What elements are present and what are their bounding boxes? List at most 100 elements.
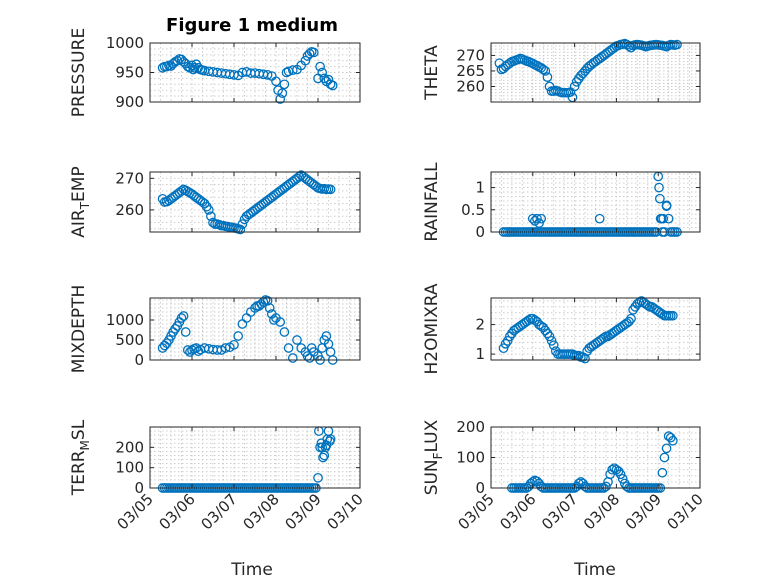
data-point (319, 73, 330, 84)
data-series (157, 46, 338, 104)
data-point (540, 66, 551, 76)
y-tick-label: 0 (134, 479, 144, 497)
axes-frame (490, 171, 701, 233)
data-point (642, 300, 653, 311)
y-tick-label: 260 (456, 77, 485, 95)
data-point (325, 184, 336, 195)
x-axis-label-right: Time (573, 560, 616, 580)
data-point (665, 432, 676, 443)
data-point (615, 469, 626, 480)
subplot-pressure: 900 950 1000 PRESSURE (69, 28, 361, 117)
y-tick-label: 200 (115, 438, 144, 456)
data-point (548, 340, 559, 351)
data-point (308, 47, 319, 58)
y-tick-label: 1 (475, 345, 485, 363)
y-axis-label: H2OMIXRA (422, 283, 442, 374)
data-point (325, 79, 336, 90)
data-point (667, 435, 678, 446)
subplot-mixdepth: 0 500 1000 MIXDEPTH (69, 285, 361, 374)
data-point (279, 79, 290, 90)
data-point (262, 295, 273, 306)
figure-title: Figure 1 medium (166, 15, 338, 36)
data-point (661, 200, 672, 211)
axes-frame (149, 297, 361, 361)
data-point (281, 67, 292, 78)
data-point (271, 76, 281, 87)
data-point (313, 472, 323, 483)
x-tick-label: 03/08 (580, 490, 623, 533)
y-tick-label: 270 (456, 46, 485, 64)
subplot-sunflux: 010020003/0503/0603/0703/0803/0903/10SUN… (422, 418, 707, 533)
x-tick-label: 03/10 (324, 490, 367, 533)
x-tick-label: 03/06 (496, 490, 539, 533)
y-tick-label: 1000 (106, 311, 144, 329)
subplot-h2omixra: 1 2 H2OMIXRA (422, 283, 701, 375)
data-point (542, 72, 553, 83)
data-point (624, 316, 634, 327)
y-tick-label: 100 (456, 449, 485, 467)
y-tick-label: 100 (115, 459, 144, 477)
data-point (599, 333, 609, 343)
data-point (498, 343, 509, 354)
data-point (208, 217, 218, 228)
data-point (325, 434, 336, 445)
data-point (264, 303, 275, 313)
data-point (657, 467, 668, 478)
data-point (304, 48, 315, 59)
data-point (658, 213, 669, 224)
data-point (176, 313, 187, 323)
data-point (663, 213, 674, 224)
y-tick-label: 270 (115, 169, 144, 187)
data-point (294, 171, 304, 182)
data-point (617, 473, 628, 484)
subplot-rainfall: 0 0.5 1 RAINFALL (422, 162, 701, 242)
y-tick-label: 1000 (106, 34, 144, 52)
data-point (229, 339, 239, 350)
data-point (532, 213, 542, 224)
y-axis-label: THETA (422, 45, 442, 101)
data-point (502, 335, 513, 346)
y-tick-label: 265 (456, 62, 485, 80)
y-tick-label: 0 (134, 351, 144, 369)
data-point (277, 88, 288, 99)
y-tick-label: 2 (475, 316, 485, 334)
data-point (569, 81, 580, 92)
y-axis-label: TERRMSL (69, 419, 92, 496)
data-point (283, 343, 294, 353)
data-point (300, 55, 311, 66)
y-axis-label: MIXDEPTH (69, 285, 89, 374)
x-tick-label: 03/07 (198, 490, 241, 533)
data-point (500, 338, 511, 349)
data-point (601, 481, 611, 492)
x-tick-label: 03/10 (664, 490, 707, 533)
y-tick-label: 1 (475, 179, 485, 197)
x-tick-label: 03/08 (240, 490, 283, 533)
data-point (275, 317, 286, 327)
y-tick-label: 0 (475, 479, 485, 497)
data-point (203, 205, 214, 215)
y-axis-label: AIRTEMP (69, 166, 92, 237)
x-axis-label-left: Time (230, 560, 273, 580)
data-point (672, 39, 682, 50)
grid-lines (149, 171, 361, 232)
data-point (317, 67, 328, 78)
y-tick-label: 950 (115, 64, 144, 82)
y-tick-label: 200 (456, 418, 485, 436)
data-point (315, 61, 325, 72)
data-point (237, 219, 248, 229)
x-tick-label: 03/07 (538, 490, 581, 533)
data-point (188, 64, 199, 75)
data-point (206, 211, 216, 222)
x-tick-label: 03/09 (282, 490, 325, 533)
data-point (287, 353, 298, 363)
y-tick-label: 500 (115, 331, 144, 349)
x-tick-label: 03/06 (156, 490, 199, 533)
data-point (269, 315, 279, 325)
data-point (172, 55, 183, 66)
subplot-airtemp: 260 270 AIRTEMP (69, 166, 361, 238)
axes-frame (490, 42, 701, 103)
data-series (498, 296, 678, 364)
data-point (655, 193, 665, 204)
data-point (594, 213, 605, 224)
